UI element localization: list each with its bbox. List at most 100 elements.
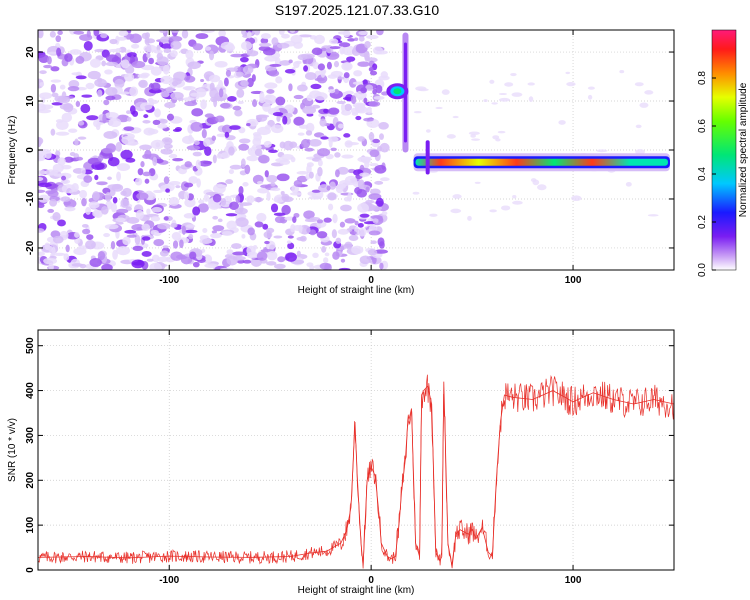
noise-blob [120, 59, 130, 69]
colorbar-tick-label: 0.0 [697, 263, 708, 277]
noise-blob [264, 170, 269, 178]
noise-blob [352, 81, 365, 85]
noise-blob [240, 80, 249, 87]
noise-blob [268, 149, 278, 154]
noise-blob [60, 196, 71, 202]
noise-blob [558, 120, 566, 125]
noise-blob [160, 148, 173, 155]
noise-blob [483, 99, 488, 103]
noise-blob [168, 35, 183, 42]
noise-blob [163, 216, 169, 221]
noise-blob [229, 201, 240, 211]
noise-blob [38, 176, 44, 182]
noise-blob [150, 82, 161, 91]
noise-blob [225, 69, 231, 77]
noise-blob [129, 33, 142, 44]
noise-blob [75, 75, 87, 80]
noise-blob [153, 49, 163, 54]
noise-blob [75, 56, 85, 64]
noise-blob [425, 129, 431, 133]
noise-blob [107, 176, 112, 181]
noise-blob [450, 208, 462, 214]
noise-blob [170, 251, 184, 261]
noise-blob [170, 50, 178, 58]
noise-blob [326, 185, 331, 191]
noise-blob [246, 50, 259, 57]
noise-blob [119, 91, 130, 95]
noise-blob [120, 149, 133, 160]
noise-blob [80, 103, 91, 114]
noise-blob [348, 234, 359, 242]
noise-blob [587, 94, 593, 100]
noise-blob [232, 251, 246, 256]
noise-blob [152, 119, 161, 126]
noise-blob [160, 75, 174, 85]
noise-blob [97, 89, 103, 98]
noise-blob [170, 40, 182, 50]
noise-blob [333, 60, 340, 68]
noise-blob [218, 30, 226, 37]
noise-blob [97, 251, 106, 261]
noise-blob [122, 236, 131, 246]
noise-blob [184, 86, 192, 91]
noise-blob [296, 250, 301, 257]
noise-blob [134, 177, 143, 186]
noise-blob [266, 227, 275, 234]
noise-blob [150, 229, 159, 236]
noise-blob [88, 201, 100, 209]
noise-blob [332, 213, 338, 224]
noise-blob [336, 100, 346, 105]
noise-blob [242, 182, 249, 187]
noise-blob [168, 196, 180, 207]
noise-blob [104, 223, 119, 230]
noise-blob [75, 100, 81, 108]
noise-blob [297, 132, 305, 136]
noise-blob [43, 257, 58, 265]
noise-blob [253, 197, 264, 203]
signal-blob-peak [393, 88, 402, 95]
noise-blob [159, 250, 169, 257]
noise-blob [317, 148, 331, 157]
noise-blob [104, 192, 112, 202]
noise-blob [56, 120, 69, 130]
noise-blob [191, 108, 204, 117]
noise-blob [184, 198, 196, 208]
noise-blob [188, 176, 198, 184]
noise-blob [286, 240, 292, 244]
spectrogram-x-tick-label: 100 [565, 275, 582, 286]
noise-blob [101, 205, 109, 215]
noise-blob [330, 147, 337, 152]
noise-blob [190, 121, 203, 132]
noise-blob [344, 90, 354, 95]
noise-blob [123, 126, 135, 131]
noise-blob [96, 181, 108, 186]
noise-blob [174, 127, 183, 132]
noise-blob [278, 30, 285, 36]
noise-blob [321, 245, 327, 253]
noise-blob [216, 84, 221, 92]
noise-blob [210, 204, 222, 209]
noise-blob [281, 193, 290, 202]
noise-blob [38, 108, 52, 114]
snr-y-tick-label: 0 [25, 567, 36, 573]
noise-blob [467, 215, 472, 221]
noise-blob [200, 78, 205, 83]
noise-blob [131, 259, 145, 269]
noise-blob [124, 229, 137, 234]
noise-blob [381, 211, 388, 216]
noise-blob [208, 50, 215, 61]
noise-blob [369, 162, 379, 167]
noise-blob [192, 261, 200, 268]
noise-blob [634, 82, 644, 87]
noise-blob [504, 82, 514, 87]
noise-blob [349, 231, 357, 235]
noise-blob [165, 86, 174, 94]
noise-blob [83, 40, 93, 51]
noise-blob [235, 71, 244, 77]
noise-blob [97, 154, 104, 162]
noise-blob [46, 51, 60, 55]
noise-blob [48, 262, 54, 270]
noise-blob [328, 89, 336, 94]
noise-blob [412, 191, 420, 195]
x-axis-label-top: Height of straight line (km) [298, 285, 415, 296]
